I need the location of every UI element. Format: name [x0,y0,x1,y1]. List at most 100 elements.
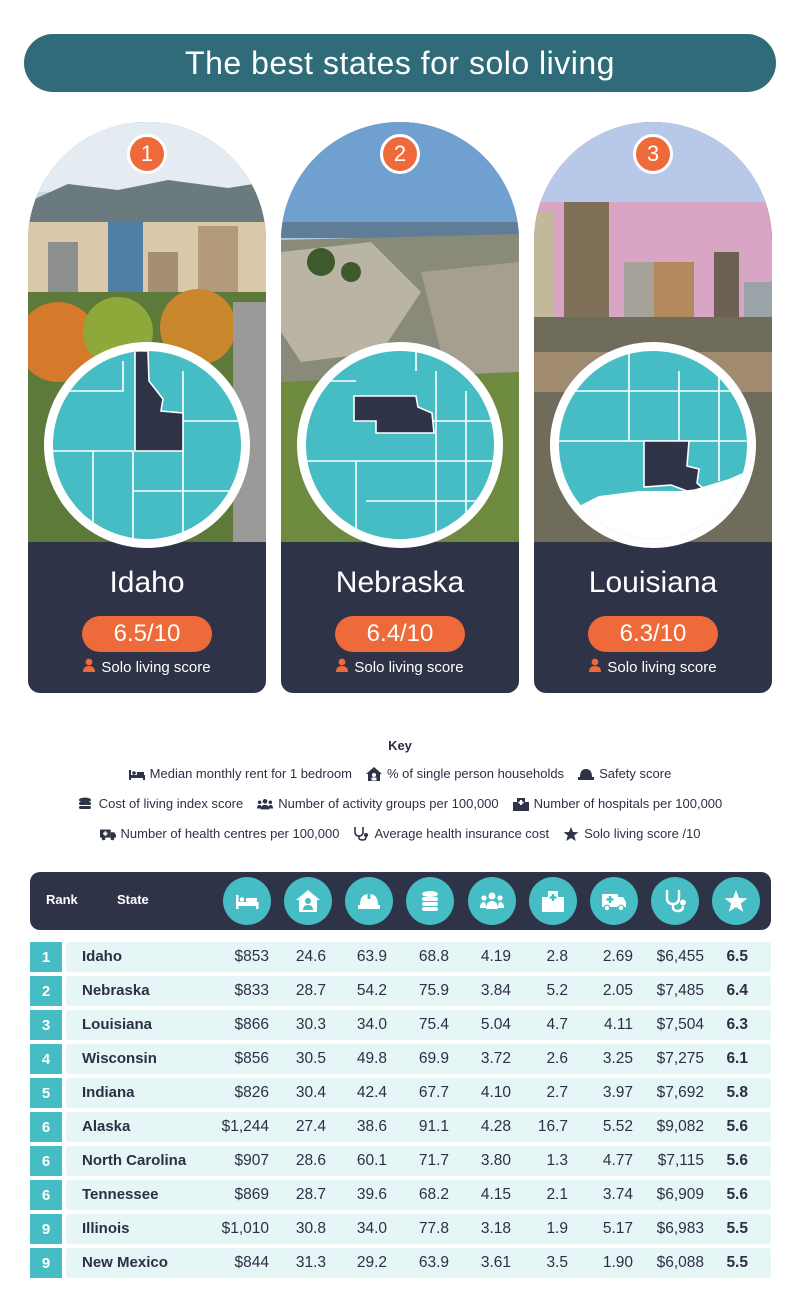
table-row: 4 Wisconsin $856 30.5 49.8 69.9 3.72 2.6… [30,1042,771,1076]
activity-groups-cell: 4.15 [480,1186,511,1203]
key-row: Median monthly rent for 1 bedroom % of s… [0,766,800,781]
cost-of-living-cell: 75.4 [418,1016,449,1033]
score-label-text: Solo living score [607,658,717,676]
key-item-activity-groups: Number of activity groups per 100,000 [257,796,499,811]
rent-cell: $1,244 [221,1118,269,1135]
table-row: 2 Nebraska $833 28.7 54.2 75.9 3.84 5.2 … [30,974,771,1008]
ranking-table: 1 Idaho $853 24.6 63.9 68.8 4.19 2.8 2.6… [30,940,771,1280]
rank-badge: 1 [127,134,167,174]
state-map [550,342,756,548]
hospitals-cell: 2.1 [546,1186,568,1203]
stethoscope-icon [651,877,699,925]
safety-cell: 42.4 [356,1084,387,1101]
column-header-state: State [117,892,149,907]
single-households-cell: 30.8 [295,1220,326,1237]
bed-icon [128,769,145,780]
table-row: 9 Illinois $1,010 30.8 34.0 77.8 3.18 1.… [30,1212,771,1246]
rank-badge: 2 [380,134,420,174]
ambulance-icon [590,877,638,925]
hospitals-cell: 2.8 [546,948,568,965]
state-map [44,342,250,548]
single-households-cell: 28.7 [295,1186,326,1203]
score-cell: 6.1 [726,1050,748,1067]
safety-cell: 63.9 [356,948,387,965]
key-item-cost-of-living: Cost of living index score [78,796,243,811]
safety-cell: 54.2 [356,982,387,999]
score-cell: 5.5 [726,1254,748,1271]
score-cell: 5.6 [726,1118,748,1135]
insurance-cell: $7,504 [656,1016,704,1033]
score-cell: 6.5 [726,948,748,965]
safety-cell: 60.1 [356,1152,387,1169]
hard-hat-icon [345,877,393,925]
ambulance-icon [99,829,116,840]
cost-of-living-cell: 91.1 [418,1118,449,1135]
single-households-cell: 30.5 [295,1050,326,1067]
hospitals-cell: 4.7 [546,1016,568,1033]
state-cell: Illinois [82,1220,130,1237]
page-title: The best states for solo living [24,34,776,92]
health-centres-cell: 4.77 [602,1152,633,1169]
cost-of-living-cell: 69.9 [418,1050,449,1067]
state-cell: Tennessee [82,1186,159,1203]
stethoscope-icon [354,826,369,841]
health-centres-cell: 2.69 [602,948,633,965]
health-centres-cell: 4.11 [603,1016,633,1033]
score-label: Solo living score [534,658,772,676]
cost-of-living-cell: 68.2 [418,1186,449,1203]
score-cell: 5.8 [726,1084,748,1101]
rank-cell: 6 [30,1112,62,1142]
cost-of-living-cell: 77.8 [418,1220,449,1237]
hospitals-cell: 2.7 [546,1084,568,1101]
column-header-rank: Rank [46,892,78,907]
cost-of-living-cell: 67.7 [418,1084,449,1101]
state-cell: Alaska [82,1118,131,1135]
rank-cell: 1 [30,942,62,972]
coins-icon [78,797,91,809]
key-item-households: % of single person households [366,766,564,781]
single-households-cell: 30.3 [295,1016,326,1033]
single-households-cell: 24.6 [295,948,326,965]
health-centres-cell: 5.17 [602,1220,633,1237]
coins-icon [406,877,454,925]
key-item-health-centres: Number of health centres per 100,000 [99,826,339,841]
rank-cell: 6 [30,1180,62,1210]
cost-of-living-cell: 68.8 [418,948,449,965]
rent-cell: $866 [234,1016,269,1033]
score-cell: 6.4 [726,982,748,999]
table-row: 5 Indiana $826 30.4 42.4 67.7 4.10 2.7 3… [30,1076,771,1110]
health-centres-cell: 5.52 [602,1118,633,1135]
rank-badge: 3 [633,134,673,174]
activity-groups-cell: 3.80 [480,1152,511,1169]
bed-icon [223,877,271,925]
score-cell: 5.6 [726,1152,748,1169]
key-item-rent: Median monthly rent for 1 bedroom [128,766,352,781]
rent-cell: $907 [234,1152,269,1169]
state-cell: Louisiana [82,1016,153,1033]
insurance-cell: $6,088 [656,1254,704,1271]
activity-groups-cell: 3.72 [480,1050,511,1067]
rank-cell: 9 [30,1214,62,1244]
rank-cell: 4 [30,1044,62,1074]
rank-cell: 2 [30,976,62,1006]
key-item-score: Solo living score /10 [563,826,700,841]
table-row: 9 New Mexico $844 31.3 29.2 63.9 3.61 3.… [30,1246,771,1280]
score-label: Solo living score [28,658,266,676]
safety-cell: 34.0 [356,1016,387,1033]
hospital-icon [529,877,577,925]
insurance-cell: $7,115 [657,1152,704,1169]
single-households-cell: 28.6 [295,1152,326,1169]
safety-cell: 34.0 [356,1220,387,1237]
rent-cell: $853 [234,948,269,965]
home-person-icon [366,766,382,781]
rank-cell: 6 [30,1146,62,1176]
people-group-icon [257,798,274,809]
insurance-cell: $9,082 [656,1118,704,1135]
key-title: Key [388,738,412,753]
single-households-cell: 28.7 [295,982,326,999]
hospitals-cell: 1.9 [546,1220,568,1237]
score-badge: 6.3/10 [588,616,718,652]
single-households-cell: 31.3 [295,1254,326,1271]
score-badge: 6.5/10 [82,616,212,652]
hospitals-cell: 16.7 [537,1118,568,1135]
